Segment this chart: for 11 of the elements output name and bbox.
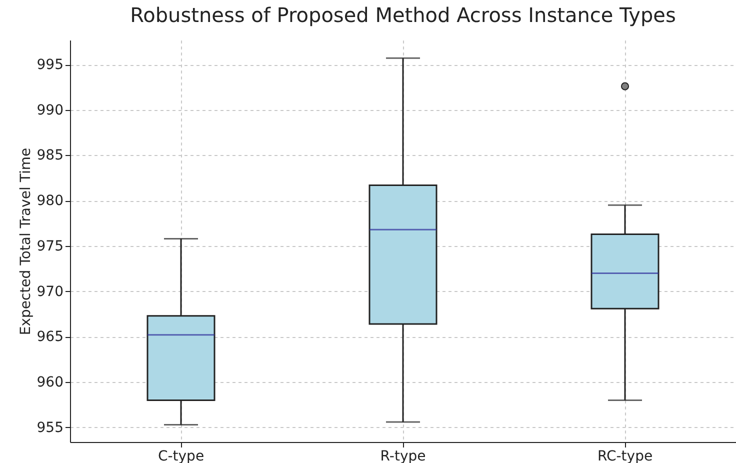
y-tick-label: 980 [36, 193, 64, 210]
y-axis-title: Expected Total Travel Time [18, 148, 34, 336]
chart-title: Robustness of Proposed Method Across Instance Types [130, 3, 676, 27]
y-tick-label: 965 [36, 329, 64, 346]
y-tick-label: 970 [36, 284, 64, 300]
y-tick-label: 990 [36, 102, 64, 118]
y-tick-label: 960 [36, 374, 64, 391]
y-tick-label: 985 [36, 148, 64, 164]
y-tick-label: 995 [36, 57, 64, 73]
y-tick-label: 975 [36, 238, 64, 254]
y-tick-label: 955 [36, 420, 64, 436]
